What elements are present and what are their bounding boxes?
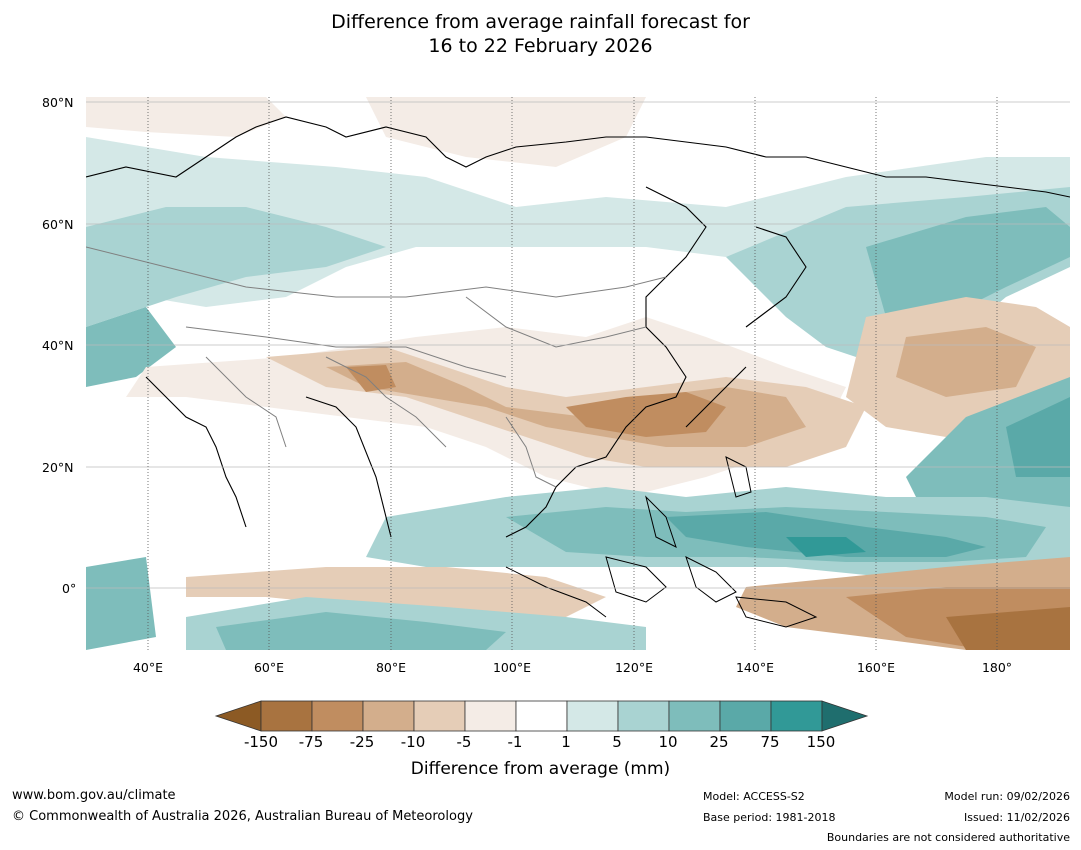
colorbar-segment [668, 700, 721, 732]
colorbar-tick: 75 [760, 733, 780, 751]
coastlines [86, 116, 1070, 538]
anomaly-region [1006, 397, 1070, 477]
colorbar-segment [464, 700, 517, 732]
colorbar-tick: 150 [806, 733, 836, 751]
colorbar-title: Difference from average (mm) [410, 759, 671, 779]
lon-label-80e: 80°E [375, 660, 407, 675]
colorbar-segment [770, 700, 823, 732]
lon-label-40e: 40°E [132, 660, 164, 675]
colorbar-extend-high [821, 700, 869, 732]
anomaly-region [186, 567, 606, 617]
colorbar-segment [566, 700, 619, 732]
anomaly-region [566, 392, 726, 437]
lon-label-120e: 120°E [614, 660, 653, 675]
anomaly-region [86, 97, 286, 137]
anomaly-region [216, 612, 506, 650]
longitude-gridlines [147, 97, 998, 650]
lat-label-40n: 40°N [42, 338, 74, 353]
colorbar-tick: -150 [243, 733, 279, 751]
colorbar-segment [362, 700, 415, 732]
colorbar-extend-low [214, 700, 262, 732]
map-title-line2: 16 to 22 February 2026 [428, 35, 653, 57]
lat-label-0: 0° [62, 581, 77, 596]
colorbar-tick: -5 [456, 733, 472, 751]
issued-text: Issued: 11/02/2026 [963, 811, 1070, 824]
colorbar-tick: -1 [507, 733, 523, 751]
islands [505, 456, 818, 628]
latitude-gridlines [86, 101, 1070, 589]
colorbar-tick: 5 [612, 733, 622, 751]
anomaly-region [666, 512, 986, 557]
colorbar-segment [617, 700, 670, 732]
anomaly-region [946, 607, 1070, 650]
colorbar-tick: -25 [349, 733, 375, 751]
anomaly-region [86, 207, 386, 327]
anomaly-region [896, 327, 1036, 397]
disclaimer-text: Boundaries are not considered authoritat… [826, 831, 1070, 844]
lat-label-20n: 20°N [42, 460, 74, 475]
base-period-text: Base period: 1981-2018 [703, 811, 836, 824]
lon-label-180: 180° [981, 660, 1013, 675]
colorbar-segment [719, 700, 772, 732]
anomaly-region [366, 97, 646, 167]
colorbar-segment [260, 700, 313, 732]
colorbar-segment [515, 700, 568, 732]
model-text: Model: ACCESS-S2 [703, 790, 805, 803]
lon-label-60e: 60°E [253, 660, 285, 675]
colorbar-tick: -10 [400, 733, 426, 751]
anomaly-region [86, 307, 176, 387]
lat-label-80n: 80°N [42, 95, 74, 110]
lon-label-100e: 100°E [492, 660, 531, 675]
website-link[interactable]: www.bom.gov.au/climate [12, 788, 176, 803]
colorbar-segment [413, 700, 466, 732]
lon-label-160e: 160°E [856, 660, 895, 675]
lat-label-60n: 60°N [42, 217, 74, 232]
map-title-line1: Difference from average rainfall forecas… [331, 11, 750, 33]
anomaly-region [866, 207, 1070, 317]
anomaly-region [86, 557, 156, 650]
colorbar-tick: -75 [298, 733, 324, 751]
colorbar-tick: 10 [658, 733, 678, 751]
copyright-text: © Commonwealth of Australia 2026, Austra… [12, 809, 473, 824]
anomaly-region [786, 537, 866, 557]
model-run-text: Model run: 09/02/2026 [944, 790, 1070, 803]
anomaly-region [346, 365, 396, 392]
colorbar-tick: 25 [709, 733, 729, 751]
colorbar-tick: 1 [561, 733, 571, 751]
lon-label-140e: 140°E [735, 660, 774, 675]
rainfall-map [86, 97, 1070, 650]
colorbar-segment [311, 700, 364, 732]
boundaries [86, 246, 667, 488]
